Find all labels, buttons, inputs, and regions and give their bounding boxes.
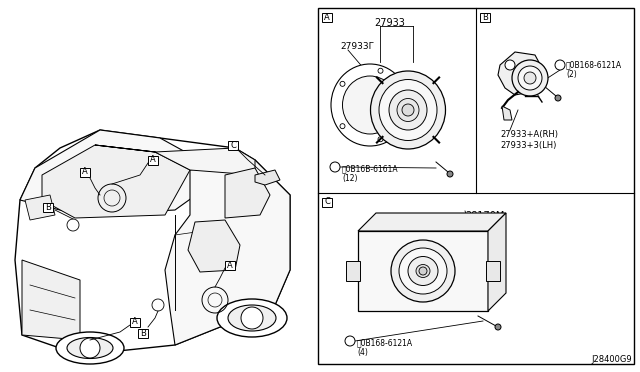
Circle shape	[447, 171, 453, 177]
Circle shape	[505, 60, 515, 70]
Bar	[148, 155, 158, 164]
Ellipse shape	[389, 90, 427, 130]
Text: C: C	[324, 198, 330, 206]
Text: A: A	[82, 167, 88, 176]
Ellipse shape	[56, 332, 124, 364]
Text: S: S	[557, 62, 563, 67]
Ellipse shape	[331, 64, 409, 146]
Text: B: B	[140, 328, 146, 337]
Text: 27933+3(LH): 27933+3(LH)	[500, 141, 556, 150]
Circle shape	[555, 60, 565, 70]
Ellipse shape	[391, 240, 455, 302]
Circle shape	[378, 137, 383, 142]
Bar	[318, 8, 634, 364]
Text: B: B	[45, 202, 51, 212]
Bar	[80, 167, 90, 176]
Ellipse shape	[217, 299, 287, 337]
Polygon shape	[188, 220, 240, 272]
Bar	[486, 261, 500, 281]
Polygon shape	[22, 260, 80, 340]
Circle shape	[330, 162, 340, 172]
Bar	[225, 260, 235, 269]
Circle shape	[524, 72, 536, 84]
Polygon shape	[358, 213, 506, 231]
Bar	[138, 328, 148, 337]
Circle shape	[241, 307, 263, 329]
Text: 27933+A(RH): 27933+A(RH)	[500, 130, 558, 139]
Text: A: A	[227, 260, 233, 269]
Polygon shape	[165, 160, 290, 345]
Circle shape	[345, 336, 355, 346]
Text: 0B168-6121A
(2): 0B168-6121A (2)	[566, 60, 622, 79]
Circle shape	[495, 324, 501, 330]
Polygon shape	[15, 130, 290, 355]
Polygon shape	[95, 145, 255, 175]
Circle shape	[402, 104, 414, 116]
Ellipse shape	[397, 99, 419, 122]
Ellipse shape	[371, 71, 445, 149]
Ellipse shape	[408, 257, 438, 285]
Polygon shape	[488, 213, 506, 311]
Text: S: S	[333, 164, 337, 170]
Text: A: A	[150, 155, 156, 164]
Circle shape	[80, 338, 100, 358]
Bar	[228, 141, 238, 150]
Circle shape	[555, 95, 561, 101]
Circle shape	[518, 66, 542, 90]
Text: 27933Γ: 27933Γ	[340, 42, 374, 51]
Polygon shape	[25, 195, 55, 220]
Circle shape	[512, 60, 548, 96]
Text: C: C	[230, 141, 236, 150]
Bar	[130, 317, 140, 327]
Ellipse shape	[379, 80, 437, 141]
Circle shape	[340, 81, 345, 86]
Text: 0B16B-6161A
(12): 0B16B-6161A (12)	[342, 164, 399, 183]
Text: A: A	[132, 317, 138, 327]
Polygon shape	[20, 130, 210, 215]
Ellipse shape	[416, 264, 430, 278]
Bar	[322, 198, 332, 206]
Polygon shape	[255, 170, 280, 185]
Bar	[346, 261, 360, 281]
Bar	[322, 13, 332, 22]
Ellipse shape	[228, 305, 276, 331]
Bar	[480, 13, 490, 22]
Ellipse shape	[342, 76, 397, 134]
Polygon shape	[42, 145, 190, 218]
Text: B: B	[482, 13, 488, 22]
Ellipse shape	[67, 337, 113, 359]
Circle shape	[419, 267, 427, 275]
Text: 28170M: 28170M	[465, 211, 504, 221]
Circle shape	[401, 103, 406, 108]
Ellipse shape	[399, 248, 447, 294]
Polygon shape	[498, 52, 542, 95]
Bar	[358, 231, 488, 311]
Bar	[43, 202, 53, 212]
Text: A: A	[324, 13, 330, 22]
Text: 27933: 27933	[374, 18, 405, 28]
Circle shape	[340, 124, 345, 129]
Text: J28400G9: J28400G9	[591, 355, 632, 364]
Polygon shape	[225, 168, 270, 218]
Circle shape	[378, 68, 383, 73]
Text: S: S	[348, 339, 352, 343]
Text: 0B168-6121A
(4): 0B168-6121A (4)	[357, 338, 413, 357]
Polygon shape	[502, 106, 512, 120]
